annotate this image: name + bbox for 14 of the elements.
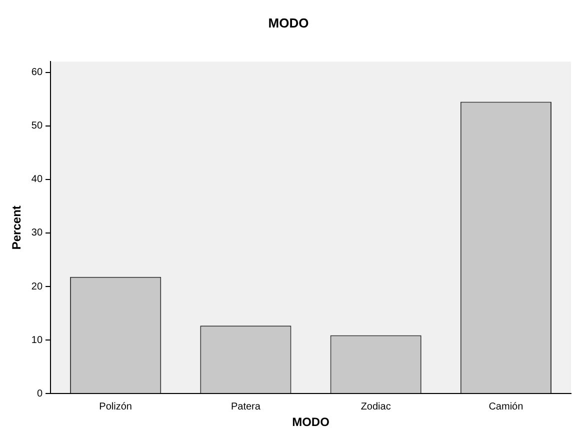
- x-tick-label: Polizón: [99, 401, 132, 412]
- x-axis-title: MODO: [292, 415, 330, 430]
- y-tick-label: 60: [31, 67, 43, 78]
- y-tick-label: 10: [31, 334, 43, 346]
- y-tick-label: 20: [31, 281, 43, 292]
- y-tick-label: 50: [31, 120, 43, 132]
- y-tick-label: 40: [31, 174, 43, 186]
- chart-title: MODO: [268, 15, 309, 30]
- y-tick-label: 0: [36, 388, 43, 400]
- x-tick-label: Zodiac: [360, 401, 391, 412]
- x-tick-label: Camión: [488, 401, 524, 412]
- y-axis-title: Percent: [10, 206, 24, 250]
- x-tick-label: Patera: [230, 401, 261, 412]
- y-tick-label: 30: [31, 228, 43, 239]
